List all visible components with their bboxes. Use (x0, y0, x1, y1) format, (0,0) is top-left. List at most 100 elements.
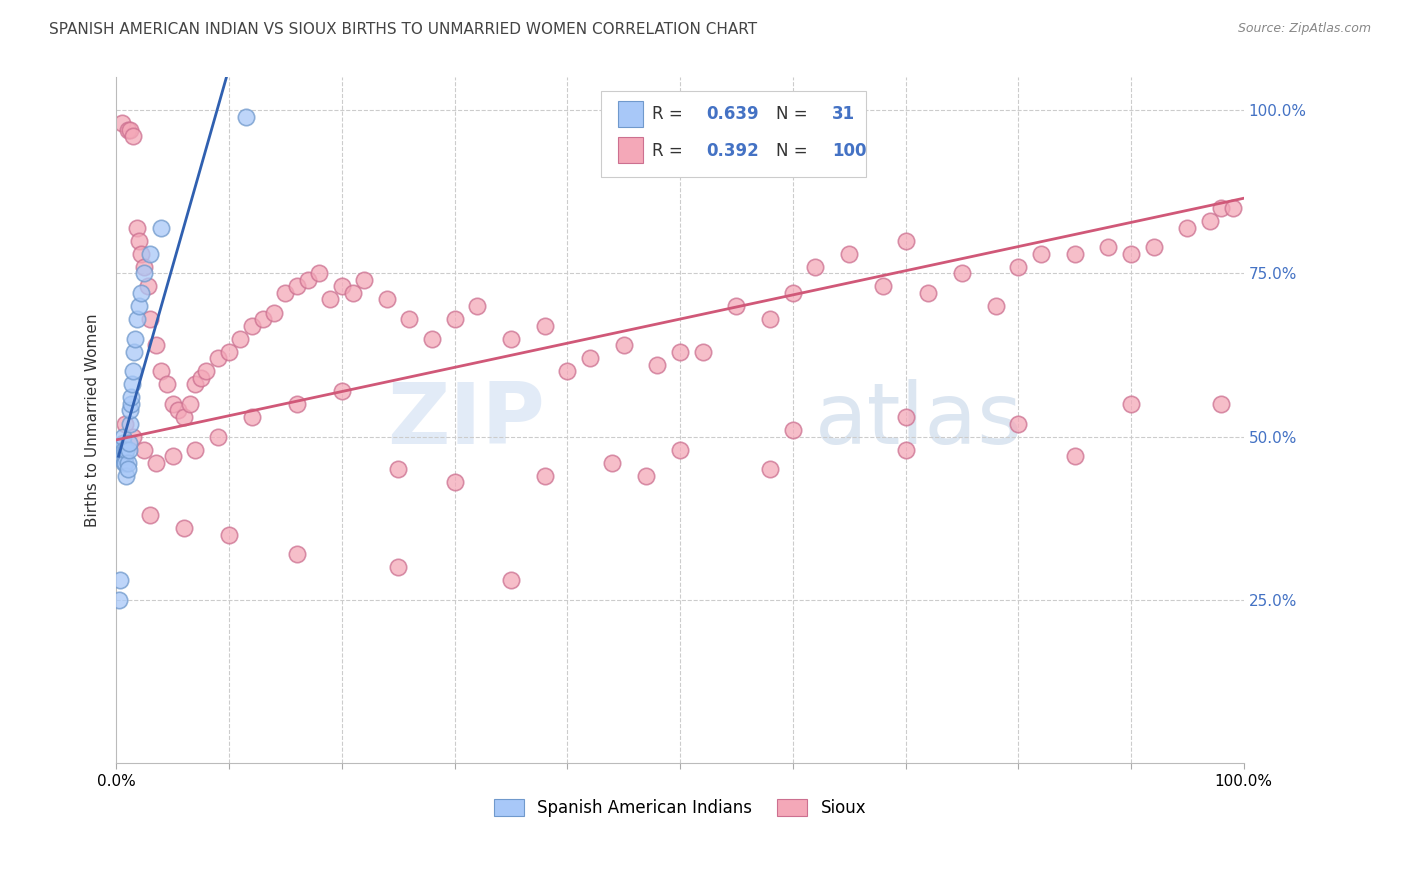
Point (150, 220, 173, 235)
Point (375, 293, 398, 307)
Point (118, 442, 141, 457)
Point (117, 462, 139, 476)
Point (725, 299, 748, 313)
Point (125, 312, 148, 326)
Point (184, 377, 207, 392)
Text: R =: R = (652, 142, 688, 160)
Point (285, 279, 308, 293)
Point (107, 592, 129, 607)
Point (156, 377, 179, 392)
Point (207, 429, 229, 443)
Point (782, 423, 804, 437)
Point (274, 285, 297, 300)
Point (173, 521, 195, 535)
Point (229, 332, 252, 346)
Point (117, 456, 139, 470)
Point (145, 456, 167, 470)
Point (533, 468, 555, 483)
Point (139, 246, 162, 260)
Point (555, 364, 578, 378)
FancyBboxPatch shape (619, 137, 643, 163)
Point (647, 358, 669, 372)
Point (387, 462, 409, 476)
Point (118, 403, 141, 417)
Point (134, 266, 156, 280)
Point (1097, 240, 1119, 254)
Point (1029, 246, 1052, 260)
Text: atlas: atlas (815, 379, 1024, 462)
Point (1119, 397, 1142, 411)
Text: 0.392: 0.392 (706, 142, 759, 160)
Point (759, 462, 782, 476)
Text: N =: N = (776, 104, 807, 123)
Point (112, 456, 135, 470)
Point (308, 266, 330, 280)
Point (759, 312, 782, 326)
Point (128, 234, 150, 248)
Text: Source: ZipAtlas.com: Source: ZipAtlas.com (1237, 22, 1371, 36)
Point (465, 299, 488, 313)
Point (114, 456, 136, 470)
Point (984, 299, 1007, 313)
Point (1063, 246, 1085, 260)
Point (443, 475, 465, 490)
Point (124, 344, 146, 359)
Point (218, 344, 240, 359)
Point (533, 318, 555, 333)
Text: SPANISH AMERICAN INDIAN VS SIOUX BIRTHS TO UNMARRIED WOMEN CORRELATION CHART: SPANISH AMERICAN INDIAN VS SIOUX BIRTHS … (49, 22, 758, 37)
FancyBboxPatch shape (602, 91, 866, 177)
Point (162, 449, 184, 463)
Point (121, 377, 143, 392)
Point (134, 260, 156, 274)
Point (602, 456, 624, 470)
Point (387, 560, 409, 574)
Point (112, 442, 135, 457)
Point (129, 246, 152, 260)
Point (179, 397, 201, 411)
Point (145, 338, 167, 352)
Point (1007, 260, 1029, 274)
Point (692, 344, 714, 359)
Point (669, 442, 692, 457)
Point (124, 332, 146, 346)
Point (1211, 397, 1233, 411)
Point (125, 220, 148, 235)
Point (319, 293, 342, 307)
Point (184, 442, 207, 457)
Point (120, 391, 142, 405)
Point (804, 260, 827, 274)
Point (129, 285, 152, 300)
Point (112, 436, 135, 450)
Point (285, 547, 308, 561)
Point (330, 279, 353, 293)
FancyBboxPatch shape (619, 102, 643, 128)
Point (115, 442, 138, 457)
Point (1199, 214, 1222, 228)
Point (894, 234, 917, 248)
Point (136, 279, 159, 293)
Text: ZIP: ZIP (387, 379, 544, 462)
Point (207, 351, 229, 366)
Point (111, 449, 134, 463)
Point (115, 468, 138, 483)
Point (114, 417, 136, 431)
Point (894, 410, 917, 425)
Point (1119, 246, 1142, 260)
Point (297, 273, 319, 287)
Point (398, 312, 420, 326)
Point (128, 299, 150, 313)
Point (285, 397, 308, 411)
Point (872, 279, 894, 293)
Text: 31: 31 (832, 104, 855, 123)
Point (917, 285, 939, 300)
Point (1222, 201, 1244, 215)
Point (353, 273, 375, 287)
Point (420, 332, 443, 346)
Point (150, 364, 173, 378)
Point (1063, 449, 1085, 463)
Point (118, 436, 141, 450)
Point (950, 266, 973, 280)
Point (110, 442, 132, 457)
Point (636, 468, 658, 483)
Point (1142, 240, 1164, 254)
